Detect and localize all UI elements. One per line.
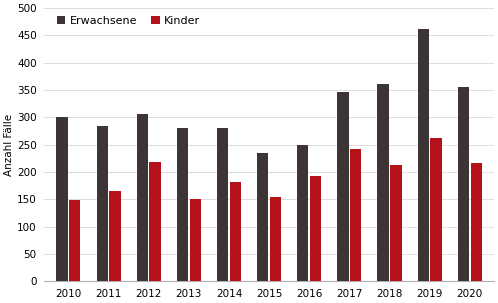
Bar xyxy=(177,128,188,281)
Bar xyxy=(56,117,68,281)
Bar xyxy=(458,87,469,281)
Bar xyxy=(377,84,388,281)
Legend: Erwachsene, Kinder: Erwachsene, Kinder xyxy=(54,14,203,28)
Bar xyxy=(418,29,429,281)
Bar xyxy=(350,148,362,281)
Bar xyxy=(471,163,482,281)
Bar xyxy=(337,92,349,281)
Bar xyxy=(430,138,442,281)
Bar xyxy=(230,182,241,281)
Bar xyxy=(190,199,201,281)
Bar xyxy=(390,165,401,281)
Bar xyxy=(149,161,161,281)
Bar xyxy=(270,197,281,281)
Bar xyxy=(110,191,121,281)
Y-axis label: Anzahl Fälle: Anzahl Fälle xyxy=(4,114,14,176)
Bar xyxy=(310,176,321,281)
Bar xyxy=(297,145,308,281)
Bar xyxy=(257,153,268,281)
Bar xyxy=(217,128,228,281)
Bar xyxy=(97,125,108,281)
Bar xyxy=(69,200,81,281)
Bar xyxy=(136,114,148,281)
